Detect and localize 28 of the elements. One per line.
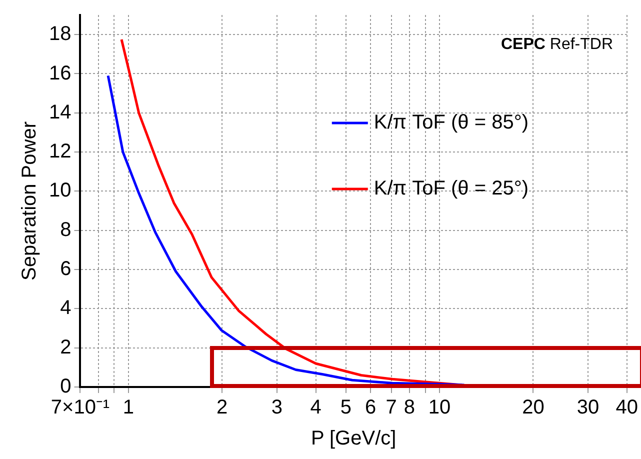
x-tick-label: 7×10⁻¹ bbox=[50, 396, 110, 419]
legend-label: K/π ToF (θ = 25°) bbox=[374, 178, 529, 200]
x-tick-label: 1 bbox=[122, 396, 134, 419]
x-tick-label: 8 bbox=[404, 396, 415, 419]
x-tick-label: 10 bbox=[428, 396, 451, 419]
x-tick-label: 40 bbox=[616, 396, 638, 419]
y-axis-title: Separation Power bbox=[18, 121, 41, 280]
y-tick-label: 4 bbox=[60, 297, 72, 320]
x-tick-label: 3 bbox=[271, 396, 282, 419]
y-tick-label: 6 bbox=[60, 258, 72, 280]
x-axis-title: P [GeV/c] bbox=[310, 428, 396, 450]
y-tick-label: 8 bbox=[60, 218, 72, 241]
annotation: CEPC Ref-TDR bbox=[500, 36, 613, 54]
legend-label: K/π ToF (θ = 85°) bbox=[374, 112, 529, 134]
x-tick-label: 7 bbox=[386, 396, 397, 419]
y-tick-label: 18 bbox=[48, 23, 72, 46]
x-tick-label: 2 bbox=[216, 396, 228, 419]
x-tick-label: 6 bbox=[364, 396, 376, 419]
y-tick-label: 2 bbox=[60, 336, 72, 358]
y-tick-label: 12 bbox=[48, 140, 72, 163]
x-tick-label: 20 bbox=[522, 396, 544, 419]
y-tick-label: 10 bbox=[48, 180, 72, 202]
x-tick-label: 4 bbox=[310, 396, 322, 419]
x-tick-label: 5 bbox=[340, 396, 352, 419]
y-tick-label: 16 bbox=[48, 62, 72, 84]
x-tick-label: 30 bbox=[576, 396, 600, 419]
y-tick-label: 0 bbox=[60, 376, 72, 398]
y-tick-label: 14 bbox=[48, 101, 72, 124]
